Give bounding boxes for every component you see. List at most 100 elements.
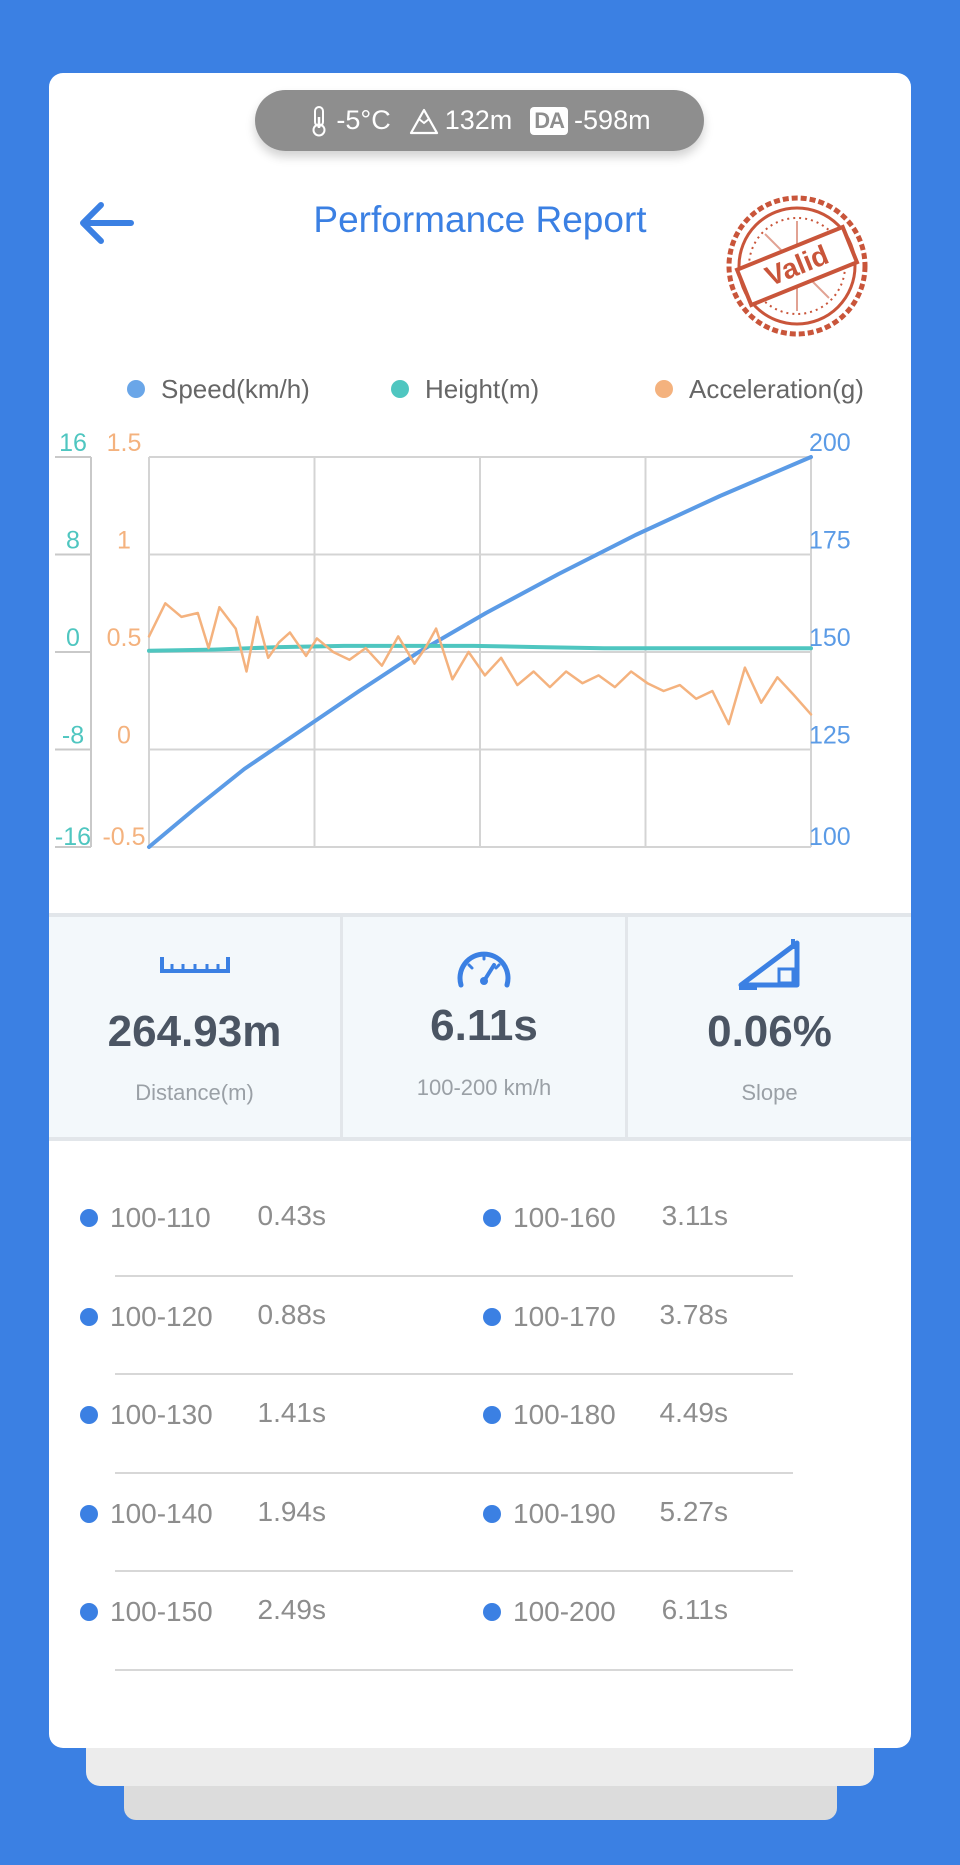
- slope-label: Slope: [741, 1080, 798, 1105]
- acceleration-tick-label: 0: [117, 722, 131, 750]
- split-dot: [483, 1603, 501, 1621]
- legend-height-label: Height(m): [425, 373, 540, 404]
- split-dot: [483, 1307, 501, 1326]
- split-time: 1.94s: [257, 1495, 327, 1527]
- split-item: 100-170: [483, 1299, 616, 1335]
- distance-value: 264.93m: [107, 1007, 282, 1056]
- speed-tick-label: 150: [809, 624, 851, 652]
- time-value: 6.11s: [430, 1001, 538, 1050]
- split-time: 6.11s: [661, 1594, 728, 1625]
- split-time: 0.43s: [257, 1200, 327, 1231]
- split-times-list: 100-110 0.43s 100-160 3.11s 100-120 0.88s 100-…: [49, 1178, 911, 1671]
- temperature-item: -5°C: [308, 105, 391, 137]
- split-dot: [80, 1406, 98, 1424]
- split-time: 1.41s: [257, 1397, 327, 1428]
- height-tick-label: 0: [66, 624, 80, 652]
- speed-tick-label: 200: [809, 433, 851, 457]
- split-item: 100-190: [483, 1496, 616, 1532]
- split-time: 2.49s: [257, 1594, 327, 1625]
- split-time: 3.78s: [659, 1298, 729, 1330]
- page-title: Performance Report: [313, 199, 647, 240]
- split-range: 100-140: [110, 1497, 213, 1529]
- split-time: 3.11s: [661, 1200, 728, 1231]
- split-row: 100-130 1.41s 100-180 4.49s: [49, 1375, 911, 1474]
- split-row: 100-110 0.43s 100-160 3.11s: [49, 1178, 911, 1277]
- stat-slope: 0.06% Slope: [625, 917, 911, 1137]
- split-item: 100-150: [80, 1594, 213, 1630]
- split-time: 5.27s: [659, 1495, 729, 1527]
- split-item: 100-120: [80, 1299, 213, 1335]
- split-dot: [80, 1209, 98, 1227]
- split-range: 100-150: [110, 1596, 213, 1627]
- valid-stamp: Valid: [722, 191, 872, 341]
- temperature-value: -5°C: [336, 105, 391, 135]
- divider: [115, 1373, 793, 1375]
- stats-panel: 264.93m Distance(m) 6.11s 100-200 km/h: [49, 913, 911, 1141]
- acceleration-tick-label: 1: [117, 527, 131, 555]
- split-time: 0.88s: [257, 1298, 327, 1330]
- divider: [115, 1570, 793, 1572]
- speed-tick-label: 175: [809, 527, 851, 555]
- split-range: 100-170: [513, 1300, 616, 1332]
- back-arrow-icon[interactable]: [73, 197, 137, 249]
- divider: [115, 1471, 793, 1474]
- environment-pill: -5°C 132m DA -598m: [255, 90, 704, 151]
- stat-time: 6.11s 100-200 km/h: [340, 917, 625, 1137]
- speed-tick-label: 125: [809, 722, 851, 750]
- density-altitude-value: -598m: [574, 105, 651, 135]
- split-time: 4.49s: [659, 1397, 729, 1428]
- split-dot: [483, 1406, 501, 1424]
- split-range: 100-120: [110, 1300, 213, 1332]
- legend-acceleration-label: Acceleration(g): [689, 373, 864, 404]
- acceleration-tick-label: 1.5: [107, 433, 142, 457]
- legend-acceleration-dot: [655, 380, 673, 398]
- split-row: 100-120 0.88s 100-170 3.78s: [49, 1277, 911, 1375]
- split-range: 100-160: [513, 1202, 616, 1233]
- legend-height-dot: [391, 380, 409, 398]
- divider: [115, 1274, 793, 1277]
- height-tick-label: 8: [66, 527, 80, 555]
- slope-value: 0.06%: [707, 1007, 832, 1056]
- height-tick-label: -8: [62, 722, 84, 750]
- speed-tick-label: 100: [809, 823, 851, 851]
- split-range: 100-200: [513, 1596, 616, 1627]
- split-range: 100-190: [513, 1497, 616, 1529]
- split-range: 100-110: [110, 1202, 211, 1233]
- da-badge: DA: [530, 106, 569, 135]
- performance-chart: 16 8 0 -8 -16 1.5 1 0.5 0 -0.5 200 175 150 125 100: [55, 433, 851, 851]
- legend-speed-dot: [127, 380, 145, 398]
- height-line: [147, 643, 813, 653]
- legend-height: Height(m): [391, 374, 539, 405]
- time-label: 100-200 km/h: [416, 1075, 552, 1100]
- divider: [115, 1668, 793, 1671]
- height-tick-label: 16: [59, 433, 87, 457]
- split-item: 100-110: [80, 1200, 211, 1236]
- split-range: 100-180: [513, 1399, 616, 1430]
- split-item: 100-180: [483, 1397, 616, 1433]
- split-item: 100-200: [483, 1594, 616, 1630]
- performance-report-card: -5°C 132m DA -598m Performance Report: [49, 73, 911, 1748]
- split-item: 100-130: [80, 1397, 213, 1433]
- distance-label: Distance(m): [135, 1080, 254, 1105]
- acceleration-line: [147, 602, 813, 726]
- split-row: 100-150 2.49s 100-200 6.11s: [49, 1572, 911, 1671]
- split-item: 100-140: [80, 1496, 213, 1532]
- speed-line: [147, 455, 813, 849]
- split-item: 100-160: [483, 1200, 616, 1236]
- ruler-icon: [159, 953, 230, 980]
- slope-icon: [737, 937, 803, 996]
- legend-speed: Speed(km/h): [127, 374, 310, 405]
- altitude-item: 132m: [409, 105, 512, 136]
- acceleration-tick-label: -0.5: [102, 823, 145, 851]
- split-range: 100-130: [110, 1399, 213, 1430]
- stat-distance: 264.93m Distance(m): [49, 917, 340, 1137]
- split-dot: [80, 1504, 98, 1523]
- height-tick-label: -16: [55, 823, 91, 851]
- legend-speed-label: Speed(km/h): [161, 373, 310, 404]
- thermometer-icon: [308, 105, 330, 137]
- legend-acceleration: Acceleration(g): [655, 374, 864, 405]
- mountain-icon: [409, 107, 439, 135]
- split-dot: [80, 1307, 98, 1326]
- acceleration-tick-label: 0.5: [107, 624, 142, 652]
- split-row: 100-140 1.94s 100-190 5.27s: [49, 1474, 911, 1572]
